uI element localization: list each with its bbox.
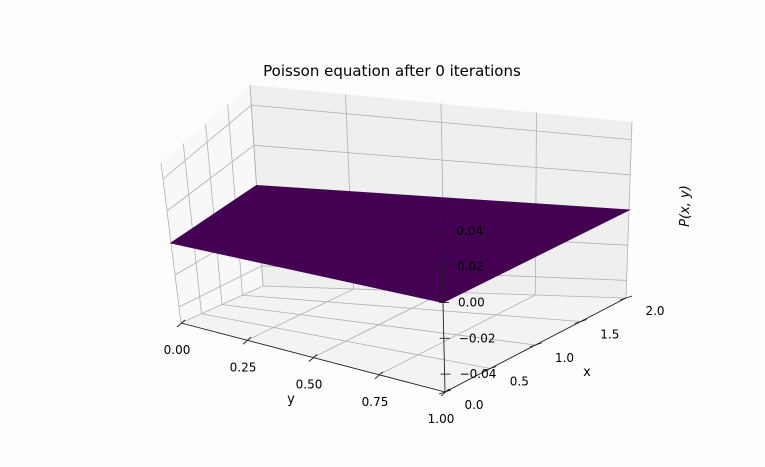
x-tick-label: 1.0 — [555, 351, 574, 365]
z-tick-label: −0.04 — [460, 367, 497, 381]
y-tick — [440, 388, 450, 397]
floor-pane — [181, 286, 626, 392]
x-tick — [484, 366, 497, 371]
x-tick — [574, 319, 587, 324]
surface-plane — [169, 184, 631, 304]
x-tick — [529, 342, 542, 348]
x-tick-label: 0.5 — [510, 375, 529, 389]
x-axis-label: x — [583, 365, 591, 380]
grid-line-y-floor — [180, 285, 264, 324]
y-tick-label: 0.75 — [362, 395, 389, 409]
grid-line-y-floor — [246, 288, 354, 341]
x-tick — [619, 295, 633, 301]
y-axis-label: y — [287, 392, 295, 407]
grid-line-z-back — [251, 104, 632, 140]
grid-line-y-floor — [378, 294, 536, 376]
chart-title: Poisson equation after 0 iterations — [263, 62, 521, 80]
left-pane — [161, 85, 263, 323]
x-tick-label: 0.0 — [464, 398, 483, 412]
grid-line-y-floor — [312, 291, 445, 358]
y-tick-label: 0.50 — [296, 378, 323, 392]
y-tick — [374, 371, 384, 380]
x-tick — [438, 389, 452, 395]
grid-line-z-back — [253, 144, 631, 176]
z-tick-label: 0.04 — [456, 224, 483, 238]
y-tick — [308, 354, 318, 362]
y-tick-label: 1.00 — [428, 412, 455, 426]
z-tick-label: −0.02 — [459, 331, 496, 345]
grid-line-z-left — [166, 144, 255, 212]
y-tick-label: 0.25 — [230, 360, 257, 374]
y-tick-label: 0.00 — [164, 343, 191, 357]
grid-line-z-left — [178, 265, 262, 308]
y-tick — [176, 319, 186, 328]
z-tick-label: 0.02 — [457, 260, 484, 274]
x-tick-label: 2.0 — [645, 304, 664, 318]
z-tick-label: 0.00 — [458, 296, 485, 310]
x-tick-label: 1.5 — [600, 328, 619, 342]
z-axis-label: P(x, y) — [678, 185, 693, 227]
y-tick — [242, 336, 252, 345]
grid-line-z-left — [162, 104, 252, 180]
